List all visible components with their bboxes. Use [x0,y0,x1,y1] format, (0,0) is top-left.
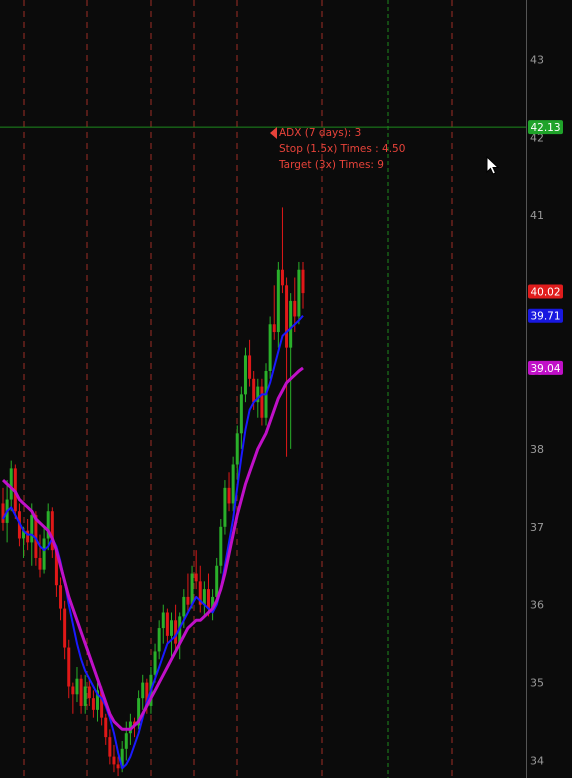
candle-body [59,585,63,609]
y-tick-label: 38 [530,443,544,456]
candle-body [211,596,215,609]
candle-body [63,608,67,648]
y-tick-label: 35 [530,677,544,690]
price-badge-label: 40.02 [530,287,560,299]
candle-body [276,269,280,333]
candle-body [161,612,165,629]
candle-body [227,487,231,504]
y-tick-label: 41 [530,209,544,222]
candle-body [239,394,243,434]
price-badge-label: 39.71 [530,311,560,323]
y-tick-label: 43 [530,53,544,66]
candle-body [137,698,141,726]
candle-body [67,647,71,687]
candle-body [190,573,194,605]
mouse-pointer-icon [486,156,500,175]
candle-body [260,386,264,418]
moving-average-line-magenta [1,366,304,731]
study-annotation: ADX (7 days): 3 Stop (1.5x) Times : 4.50… [270,125,405,173]
candle-body [182,596,186,617]
candle-body [215,565,219,597]
candle-body [157,628,161,652]
candle-body [91,698,95,710]
candle-body [112,756,116,765]
candle-body [285,285,289,348]
candle-body [206,589,210,609]
candle-body [293,300,297,317]
annotation-target: Target (3x) Times: 9 [279,159,384,171]
candle-body [83,686,87,706]
y-tick-label: 36 [530,599,544,612]
candle-body [248,355,252,379]
price-badge [528,360,563,375]
candle-body [165,612,169,636]
candle-body [268,324,272,371]
candle-body [297,269,301,317]
candle-body [243,355,247,395]
candle-body [54,550,58,586]
price-badge [528,120,563,135]
candle-body [202,589,206,605]
candle-body [153,651,157,675]
candle-body [124,733,128,749]
candle-body [301,269,305,294]
y-tick-label: 42 [530,131,544,144]
candle-body [46,511,50,539]
candle-body [231,464,235,504]
candle-body [104,717,108,738]
annotation-stop: Stop (1.5x) Times : 4.50 [279,143,406,155]
candle-body [108,737,112,757]
price-badge [528,308,563,323]
candle-body [79,678,83,706]
candle-body [169,620,173,636]
candle-body [186,596,190,605]
candle-body [223,487,227,527]
candle-body [219,526,223,566]
candle-body [116,764,120,769]
candle-body [50,511,54,551]
price-badge-label: 42.13 [530,122,560,134]
candle-body [26,530,30,543]
candle-body [272,324,276,333]
candle-body [145,682,149,706]
candle-body [120,748,124,769]
candle-body [9,468,13,500]
candle-body [256,386,260,403]
candle-body [96,690,100,710]
candle-body [198,581,202,605]
candle-body [87,686,91,699]
candle-body [71,686,75,695]
candle-body [34,515,38,558]
candle-body [252,378,256,403]
candle-body [141,682,145,699]
candle-body [38,557,42,570]
candle-body [100,690,104,718]
candle-body [235,433,239,465]
candle-body [1,503,5,523]
price-badge-label: 39.04 [530,363,560,375]
candle-body [42,538,46,570]
candle-body [289,300,293,348]
annotation-adx: ADX (7 days): 3 [279,127,362,139]
candle-body [174,620,178,644]
candle-body [280,269,284,286]
y-tick-label: 34 [530,755,544,768]
candle-body [194,573,198,582]
y-tick-label: 37 [530,521,544,534]
candle-body [30,515,34,543]
candle-body [22,530,26,539]
price-badge [528,284,563,299]
candle-body [75,678,79,695]
triangle-left-icon [270,127,277,139]
